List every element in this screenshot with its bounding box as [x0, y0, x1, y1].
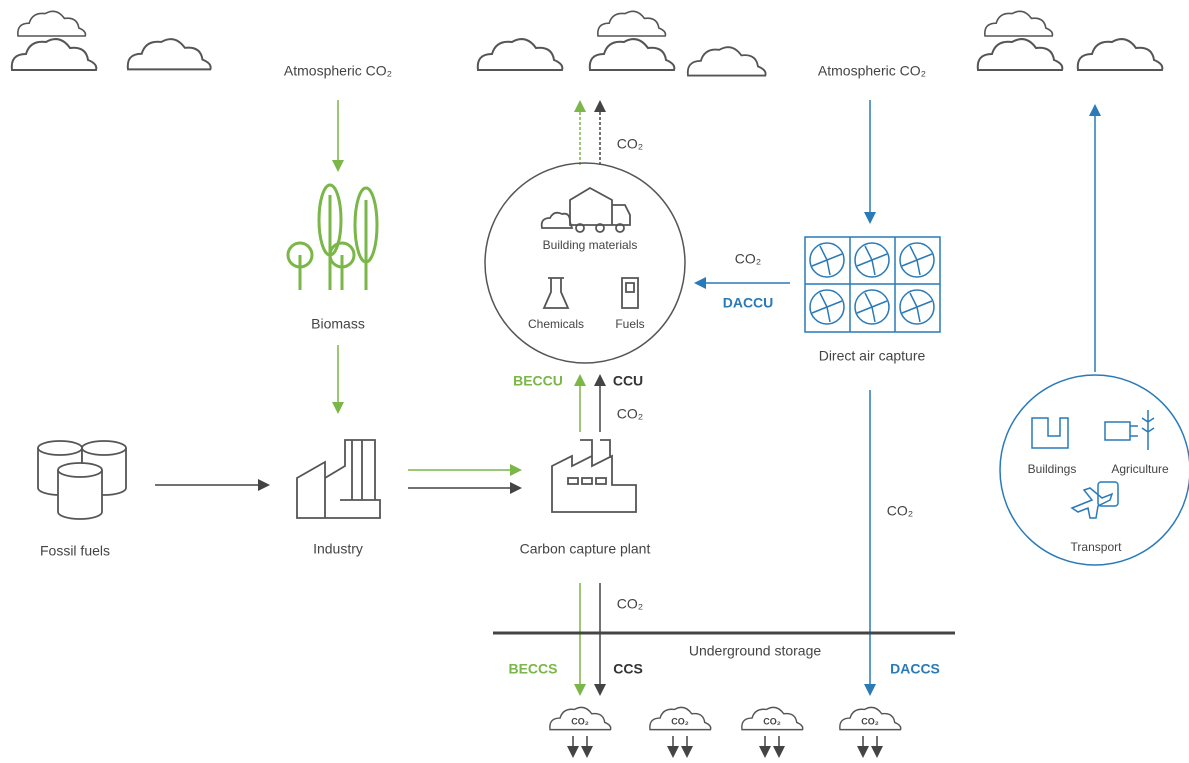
plant-label: Carbon capture plant: [520, 541, 651, 557]
industry-label: Industry: [313, 541, 363, 557]
storage-cloud-label: CO₂: [861, 716, 879, 726]
sky-clouds-part: [18, 11, 86, 36]
dac-icon-part: [810, 290, 844, 324]
flow-label: CO₂: [617, 596, 643, 612]
fossil-fuels-icon-part: [58, 463, 102, 519]
dac-icon: [805, 237, 940, 332]
product-label: Chemicals: [528, 317, 584, 331]
sky-clouds-part: [688, 47, 766, 75]
atmosphere-label: Atmospheric CO₂: [284, 63, 392, 79]
emitter-label: Transport: [1071, 540, 1123, 554]
pathway-label: BECCU: [513, 373, 563, 389]
industry-icon-part: [297, 440, 380, 518]
emitters-icons-part: [1032, 418, 1068, 448]
sky-clouds-part: [598, 11, 666, 36]
atmosphere-label: Atmospheric CO₂: [818, 63, 926, 79]
products-icons-part: [622, 278, 638, 308]
dac-icon-part-part: [812, 246, 842, 275]
plant-icon-part: [568, 478, 578, 484]
dac-icon-part: [855, 290, 889, 324]
plant-icon-part: [596, 478, 606, 484]
flow-label: CO₂: [887, 503, 913, 519]
fossil-fuels-icon-part-part: [38, 441, 82, 455]
dac-icon-part: [810, 243, 844, 277]
sky-clouds-part: [12, 39, 97, 70]
plant-icon-part: [552, 440, 636, 512]
sky-clouds-part: [128, 39, 211, 69]
dac-label: Direct air capture: [819, 348, 926, 364]
fossil-fuels-label: Fossil fuels: [40, 543, 110, 559]
diagram: Atmospheric CO₂ Atmospheric CO₂ Biomass …: [0, 0, 1189, 763]
products-circle: [485, 163, 685, 363]
dac-icon-part: [900, 290, 934, 324]
sky-clouds: [12, 11, 1163, 75]
product-label: Building materials: [543, 238, 638, 252]
storage-cloud-label: CO₂: [671, 716, 689, 726]
pathway-label: CCS: [613, 661, 643, 677]
pathway-label: BECCS: [508, 661, 557, 677]
sky-clouds-part: [590, 39, 675, 70]
emitters-icons-part: [1098, 482, 1118, 506]
plant-icon: [552, 440, 636, 512]
fossil-fuels-icon-part-part: [82, 441, 126, 455]
flow-label: CO₂: [735, 251, 761, 267]
sky-clouds-part: [1078, 39, 1163, 70]
emitters-icons-part: [1105, 410, 1154, 450]
fossil-fuels-icon: [38, 441, 126, 519]
biomass-label: Biomass: [311, 316, 365, 332]
plant-icon-part: [582, 478, 592, 484]
sky-clouds-part: [478, 39, 563, 70]
emitter-label: Agriculture: [1111, 462, 1169, 476]
sky-clouds-part: [978, 39, 1063, 70]
products-icons-part: [570, 188, 630, 225]
sky-clouds-part: [985, 11, 1053, 36]
industry-icon: [297, 440, 380, 518]
pathway-label: DACCU: [723, 295, 774, 311]
storage-cloud-label: CO₂: [763, 716, 781, 726]
pathway-label: CCU: [613, 373, 643, 389]
products-icons-part: [542, 213, 572, 228]
biomass-icon: [288, 185, 377, 290]
fossil-fuels-icon-part-part: [58, 463, 102, 477]
storage-cloud-label: CO₂: [571, 716, 589, 726]
flow-label: CO₂: [617, 406, 643, 422]
emitters-icons-part: [1072, 488, 1112, 518]
dac-icon-part: [855, 243, 889, 277]
storage-clouds: CO₂ CO₂ CO₂ CO₂: [550, 707, 901, 752]
emitter-label: Buildings: [1028, 462, 1077, 476]
products-icons-part: [544, 278, 568, 308]
pathway-label: DACCS: [890, 661, 940, 677]
storage-label: Underground storage: [689, 643, 822, 659]
flow-label: CO₂: [617, 136, 643, 152]
dac-icon-part: [900, 243, 934, 277]
product-label: Fuels: [615, 317, 644, 331]
